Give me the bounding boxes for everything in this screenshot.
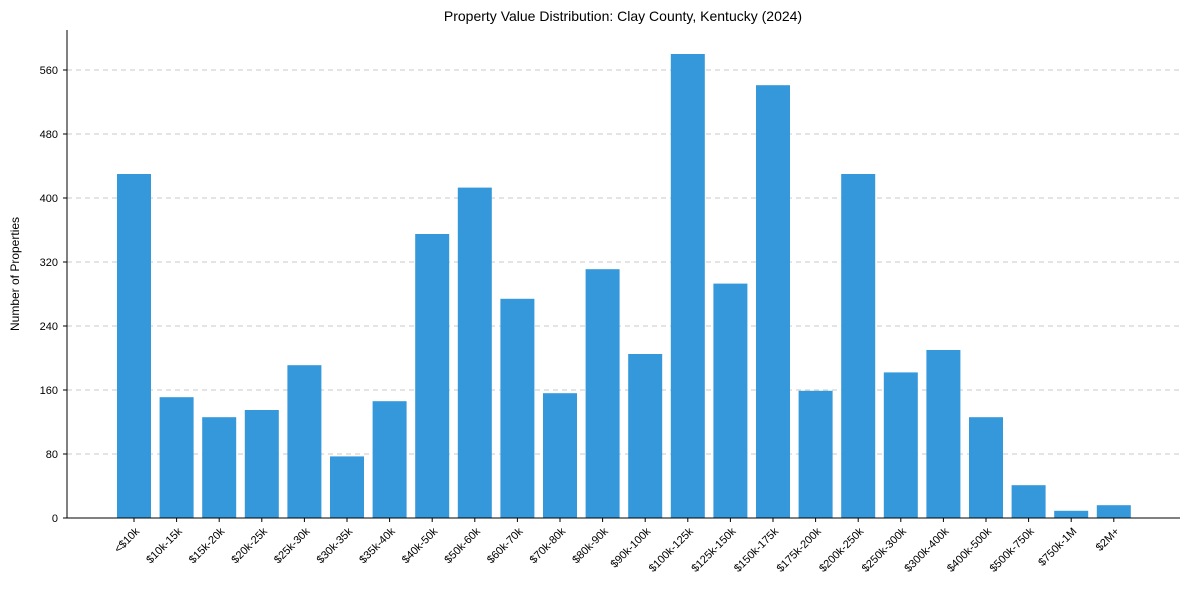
bar bbox=[670, 54, 705, 518]
x-tick-label: $50k-60k bbox=[442, 525, 483, 566]
y-tick-label: 160 bbox=[40, 385, 58, 397]
bar bbox=[841, 174, 876, 518]
x-tick-label: $35k-40k bbox=[357, 525, 398, 566]
x-tick-label: $20k-25k bbox=[229, 525, 270, 566]
x-tick-label: $300k-400k bbox=[902, 525, 951, 574]
bar bbox=[1011, 485, 1046, 518]
x-tick-label: $500k-750k bbox=[988, 525, 1037, 574]
bar bbox=[330, 456, 364, 518]
y-tick-label: 0 bbox=[52, 513, 58, 525]
y-ticks: 0 80 160 240 320 400 480 560 bbox=[40, 65, 67, 525]
x-tick-label: $250k-300k bbox=[860, 525, 909, 574]
bar bbox=[1054, 510, 1089, 518]
x-tick-label: $90k-100k bbox=[609, 525, 654, 570]
bar bbox=[713, 283, 748, 518]
x-tick-label: $175k-200k bbox=[775, 525, 824, 574]
bar bbox=[543, 393, 577, 518]
bar bbox=[117, 174, 151, 518]
bar bbox=[372, 401, 407, 518]
bar bbox=[202, 417, 237, 518]
x-tick-label: $25k-30k bbox=[272, 525, 313, 566]
bar bbox=[969, 417, 1003, 518]
bar bbox=[585, 269, 620, 518]
bar bbox=[756, 85, 790, 518]
bar bbox=[883, 372, 918, 518]
y-tick-label: 240 bbox=[40, 321, 58, 333]
x-tick-label: <$10k bbox=[112, 525, 142, 555]
axes-layer bbox=[66, 30, 1180, 519]
bar bbox=[159, 397, 194, 518]
y-tick-label: 320 bbox=[40, 257, 58, 269]
y-tick-label: 400 bbox=[40, 193, 58, 205]
x-tick-label: $30k-35k bbox=[315, 525, 356, 566]
bar bbox=[287, 365, 322, 518]
y-tick-label: 480 bbox=[40, 129, 58, 141]
y-axis-label: Number of Properties bbox=[8, 217, 22, 331]
y-tick-label: 560 bbox=[40, 65, 58, 77]
grid-layer bbox=[67, 69, 1180, 455]
x-tick-label: $10k-15k bbox=[144, 525, 185, 566]
bar bbox=[244, 410, 279, 518]
x-tick-label: $150k-175k bbox=[732, 525, 781, 574]
chart-title: Property Value Distribution: Clay County… bbox=[444, 8, 802, 24]
x-tick-label: $2M+ bbox=[1094, 526, 1122, 554]
bar bbox=[1096, 505, 1131, 518]
bar bbox=[798, 390, 833, 518]
bar bbox=[500, 298, 535, 518]
x-tick-label: $15k-20k bbox=[187, 525, 228, 566]
x-tick-label: $200k-250k bbox=[817, 525, 866, 574]
bar bbox=[926, 350, 961, 518]
x-tick-label: $100k-125k bbox=[647, 525, 696, 574]
bars-layer bbox=[117, 54, 1131, 518]
x-tick-label: $750k-1M bbox=[1036, 526, 1079, 569]
bar bbox=[457, 187, 492, 518]
x-tick-label: $60k-70k bbox=[485, 525, 526, 566]
y-tick-label: 80 bbox=[46, 449, 58, 461]
x-tick-label: $70k-80k bbox=[528, 525, 569, 566]
x-ticks: <$10k $10k-15k $15k-20k $20k-25k $25k-30k $30… bbox=[112, 518, 1122, 575]
x-tick-label: $125k-150k bbox=[689, 525, 738, 574]
x-tick-label: $40k-50k bbox=[400, 525, 441, 566]
x-tick-label: $80k-90k bbox=[570, 525, 611, 566]
x-tick-label: $400k-500k bbox=[945, 525, 994, 574]
bar bbox=[628, 354, 663, 518]
bar bbox=[415, 234, 450, 518]
